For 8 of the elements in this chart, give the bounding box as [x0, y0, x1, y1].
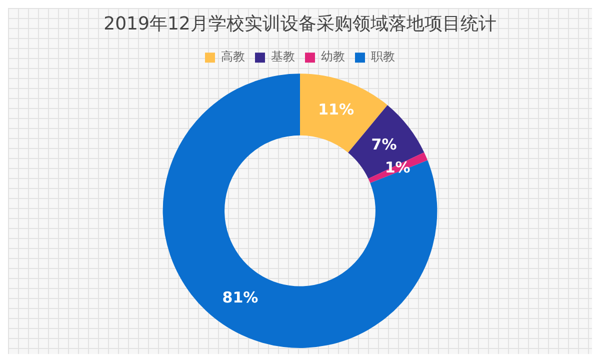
- chart-title: 2019年12月学校实训设备采购领域落地项目统计: [104, 13, 496, 34]
- legend-label: 基教: [271, 50, 295, 64]
- legend-label: 幼教: [321, 50, 345, 64]
- legend-label: 职教: [371, 50, 395, 64]
- data-label: 11%: [318, 100, 354, 119]
- legend-label: 高教: [221, 50, 245, 64]
- data-label: 7%: [371, 136, 397, 154]
- data-label: 81%: [222, 288, 258, 307]
